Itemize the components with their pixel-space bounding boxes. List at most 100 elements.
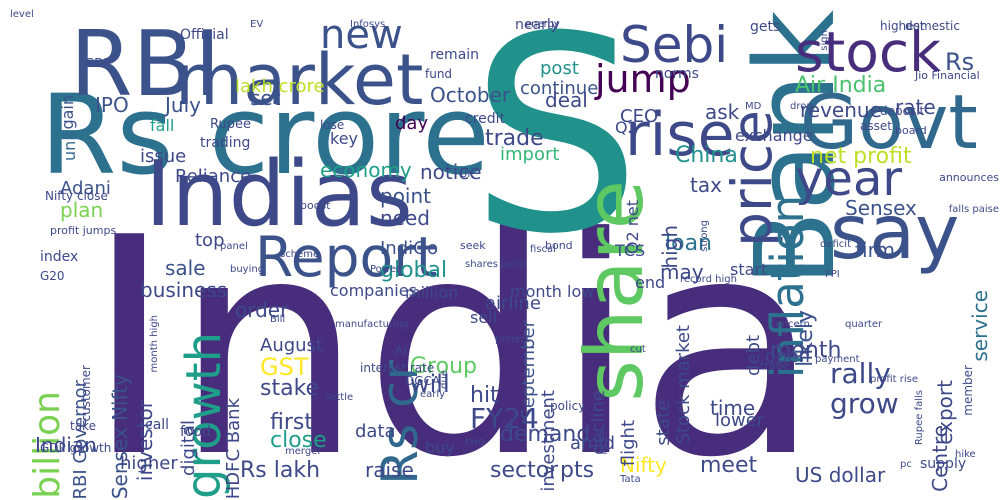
cloud-word: Sensex Nifty — [108, 373, 132, 499]
cloud-word: export — [933, 380, 957, 445]
cloud-word: project — [495, 334, 530, 345]
cloud-word: key — [330, 129, 359, 148]
cloud-word: loan — [665, 231, 712, 256]
cloud-word: trade — [485, 126, 544, 151]
cloud-word: Group — [410, 354, 477, 379]
cloud-word: interest rate — [360, 361, 435, 375]
cloud-word: UK — [460, 169, 474, 180]
cloud-word: higher — [120, 453, 178, 474]
cloud-word: US — [490, 203, 521, 228]
cloud-word: energy — [525, 19, 560, 30]
cloud-word: EV — [250, 19, 264, 30]
cloud-word: exchange — [735, 126, 813, 145]
cloud-word: Rupee falls — [914, 390, 925, 446]
cloud-word: revenue — [800, 98, 882, 122]
cloud-word: set — [250, 86, 281, 110]
cloud-word: sale — [165, 256, 206, 280]
cloud-word: month high — [149, 315, 160, 373]
cloud-word: Bill — [270, 314, 286, 325]
cloud-word: trade — [760, 359, 790, 372]
cloud-word: deficit — [820, 239, 851, 250]
cloud-word: plan — [60, 198, 104, 222]
cloud-word: board — [895, 124, 927, 137]
cloud-word: lower — [715, 410, 765, 431]
cloud-word: Air India — [795, 73, 887, 98]
cloud-word: will — [410, 370, 450, 398]
cloud-word: rate — [895, 95, 936, 119]
cloud-word: fiscal — [530, 244, 556, 255]
cloud-word: Indias — [145, 142, 413, 247]
cloud-word: panel — [220, 241, 248, 252]
cloud-word: buying — [230, 264, 265, 275]
cloud-word: airline — [485, 293, 541, 314]
cloud-word: due — [439, 370, 450, 389]
cloud-word: fund — [425, 67, 453, 81]
cloud-word: amid — [570, 433, 615, 454]
cloud-word: economy — [320, 158, 412, 182]
cloud-word: Reliance — [175, 166, 252, 187]
cloud-word: China — [675, 143, 738, 168]
cloud-word: G20 — [40, 269, 65, 283]
cloud-word: cut — [630, 344, 646, 355]
cloud-word: month — [770, 338, 842, 363]
cloud-word: payment — [815, 354, 860, 365]
cloud-word: merger — [285, 446, 322, 457]
cloud-word: Indian — [35, 433, 97, 457]
cloud-word: gain — [58, 95, 77, 130]
cloud-word: Official — [180, 27, 229, 43]
cloud-word: July — [165, 93, 201, 117]
cloud-word: day — [395, 113, 429, 134]
cloud-word: member — [961, 365, 975, 416]
cloud-word: DGCA — [405, 374, 441, 388]
cloud-word: Rs lakh — [240, 458, 321, 483]
cloud-word: IPO — [95, 93, 129, 117]
cloud-word: hit — [470, 383, 499, 408]
cloud-word: shares jump — [465, 259, 527, 270]
cloud-word: level — [10, 9, 34, 20]
cloud-word: index — [40, 249, 79, 265]
cloud-word: lose — [320, 118, 345, 132]
cloud-word: nearly — [515, 17, 559, 33]
cloud-word: drop — [790, 101, 813, 112]
cloud-word: deal — [545, 88, 588, 112]
cloud-word: GDP — [85, 56, 111, 70]
cloud-word: scheme — [280, 249, 320, 260]
cloud-word: global — [380, 258, 448, 283]
cloud-word: August — [260, 335, 323, 356]
cloud-word: Infosys — [350, 19, 386, 30]
cloud-word: say — [830, 188, 960, 276]
cloud-word: Rupee — [210, 117, 251, 132]
cloud-word: FY23 — [599, 430, 610, 455]
cloud-word: flight — [618, 420, 639, 467]
cloud-word: year — [795, 151, 903, 207]
cloud-word: take — [70, 419, 96, 433]
cloud-word: sell — [470, 308, 498, 327]
cloud-word: need — [380, 206, 430, 230]
cloud-word: business — [140, 278, 228, 302]
cloud-word: Power — [370, 264, 401, 275]
cloud-word: Jio Financial — [915, 69, 980, 82]
cloud-word: quarter — [845, 319, 883, 330]
cloud-word: norms — [655, 66, 699, 82]
cloud-word: order — [235, 298, 289, 322]
cloud-word: AI — [395, 344, 407, 358]
cloud-word: Stock market — [673, 325, 694, 445]
cloud-word: raise — [365, 458, 414, 482]
cloud-word: call — [145, 417, 170, 433]
cloud-word: fall — [150, 116, 175, 135]
cloud-word: customer — [79, 365, 93, 422]
cloud-word: trading — [200, 135, 251, 151]
cloud-word: two — [465, 435, 486, 448]
cloud-word: FY24 — [470, 402, 539, 435]
cloud-word: sector — [490, 458, 559, 483]
cloud-word: boost — [300, 199, 331, 212]
cloud-word: buy — [425, 438, 455, 457]
cloud-word: settle — [325, 392, 354, 403]
cloud-word: unit — [60, 130, 79, 161]
cloud-word: tax — [690, 173, 722, 197]
cloud-word: early — [420, 389, 446, 400]
cloud-word: Tata — [620, 474, 641, 485]
cloud-word: rise — [625, 100, 735, 170]
cloud-word: US dollar — [795, 463, 886, 487]
cloud-word: announces — [939, 171, 999, 184]
